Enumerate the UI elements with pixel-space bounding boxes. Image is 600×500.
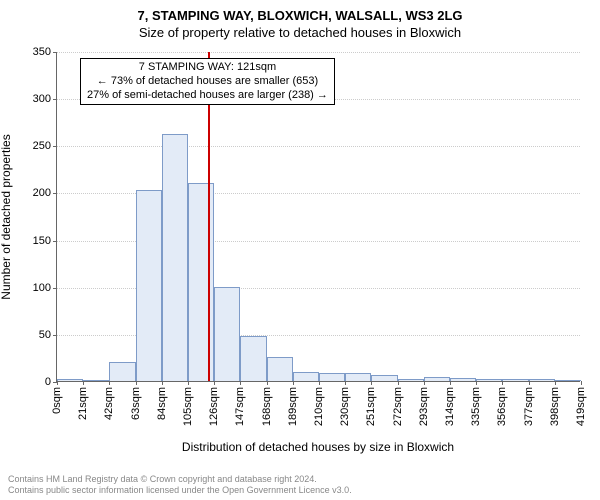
xtick-mark (109, 381, 110, 385)
histogram-bar (529, 379, 555, 381)
xtick-label: 293sqm (418, 387, 430, 426)
gridline (57, 52, 580, 53)
ytick-mark (53, 52, 57, 53)
ytick-mark (53, 146, 57, 147)
xtick-mark (57, 381, 58, 385)
histogram-bar (136, 190, 162, 381)
xtick-label: 126sqm (208, 387, 220, 426)
xtick-mark (136, 381, 137, 385)
attribution-line-1: Contains HM Land Registry data © Crown c… (8, 474, 352, 485)
ytick-label: 200 (33, 187, 51, 199)
chart-container: 7, STAMPING WAY, BLOXWICH, WALSALL, WS3 … (0, 0, 600, 500)
xtick-label: 42sqm (103, 387, 115, 420)
xtick-mark (529, 381, 530, 385)
xtick-label: 230sqm (339, 387, 351, 426)
xtick-mark (319, 381, 320, 385)
xtick-label: 419sqm (575, 387, 587, 426)
xtick-mark (371, 381, 372, 385)
ytick-label: 100 (33, 282, 51, 294)
xtick-label: 21sqm (77, 387, 89, 420)
xtick-label: 84sqm (156, 387, 168, 420)
histogram-bar (162, 134, 188, 381)
histogram-bar (555, 380, 581, 381)
histogram-bar (371, 375, 397, 381)
xtick-mark (162, 381, 163, 385)
histogram-bar (450, 378, 476, 381)
xtick-mark (424, 381, 425, 385)
histogram-bar (57, 379, 83, 381)
xtick-label: 377sqm (523, 387, 535, 426)
histogram-bar (398, 379, 424, 381)
xtick-mark (502, 381, 503, 385)
x-axis-label: Distribution of detached houses by size … (56, 440, 580, 454)
xtick-label: 251sqm (365, 387, 377, 426)
ytick-mark (53, 241, 57, 242)
xtick-label: 105sqm (182, 387, 194, 426)
xtick-label: 189sqm (287, 387, 299, 426)
ytick-label: 250 (33, 140, 51, 152)
xtick-mark (581, 381, 582, 385)
ytick-mark (53, 193, 57, 194)
ytick-mark (53, 99, 57, 100)
ytick-label: 300 (33, 93, 51, 105)
attribution-line-2: Contains public sector information licen… (8, 485, 352, 496)
histogram-bar (424, 377, 450, 381)
xtick-label: 398sqm (549, 387, 561, 426)
histogram-bar (502, 379, 528, 381)
xtick-label: 63sqm (130, 387, 142, 420)
histogram-bar (293, 372, 319, 381)
xtick-mark (267, 381, 268, 385)
annotation-line: ← 73% of detached houses are smaller (65… (87, 75, 328, 89)
xtick-mark (345, 381, 346, 385)
ytick-mark (53, 335, 57, 336)
xtick-label: 210sqm (313, 387, 325, 426)
histogram-bar (240, 336, 266, 381)
annotation-box: 7 STAMPING WAY: 121sqm← 73% of detached … (80, 58, 335, 105)
xtick-label: 147sqm (234, 387, 246, 426)
histogram-bar (319, 373, 345, 381)
histogram-bar (267, 357, 293, 382)
annotation-line: 7 STAMPING WAY: 121sqm (87, 61, 328, 75)
attribution-text: Contains HM Land Registry data © Crown c… (8, 474, 352, 496)
ytick-label: 350 (33, 46, 51, 58)
histogram-bar (83, 380, 109, 381)
histogram-bar (188, 183, 214, 381)
xtick-label: 335sqm (470, 387, 482, 426)
ytick-label: 150 (33, 235, 51, 247)
gridline (57, 146, 580, 147)
chart-title-main: 7, STAMPING WAY, BLOXWICH, WALSALL, WS3 … (0, 0, 600, 23)
y-axis-label: Number of detached properties (0, 134, 13, 299)
xtick-label: 0sqm (51, 387, 63, 414)
histogram-bar (214, 287, 240, 381)
xtick-mark (240, 381, 241, 385)
xtick-mark (214, 381, 215, 385)
xtick-label: 272sqm (392, 387, 404, 426)
ytick-mark (53, 288, 57, 289)
xtick-mark (293, 381, 294, 385)
ytick-label: 50 (39, 329, 51, 341)
annotation-line: 27% of semi-detached houses are larger (… (87, 89, 328, 103)
xtick-mark (83, 381, 84, 385)
xtick-label: 314sqm (444, 387, 456, 426)
xtick-mark (555, 381, 556, 385)
xtick-mark (450, 381, 451, 385)
xtick-mark (398, 381, 399, 385)
histogram-bar (345, 373, 371, 381)
chart-title-sub: Size of property relative to detached ho… (0, 23, 600, 40)
histogram-bar (476, 379, 502, 381)
xtick-label: 168sqm (261, 387, 273, 426)
xtick-label: 356sqm (496, 387, 508, 426)
xtick-mark (476, 381, 477, 385)
xtick-mark (188, 381, 189, 385)
histogram-bar (109, 362, 135, 381)
